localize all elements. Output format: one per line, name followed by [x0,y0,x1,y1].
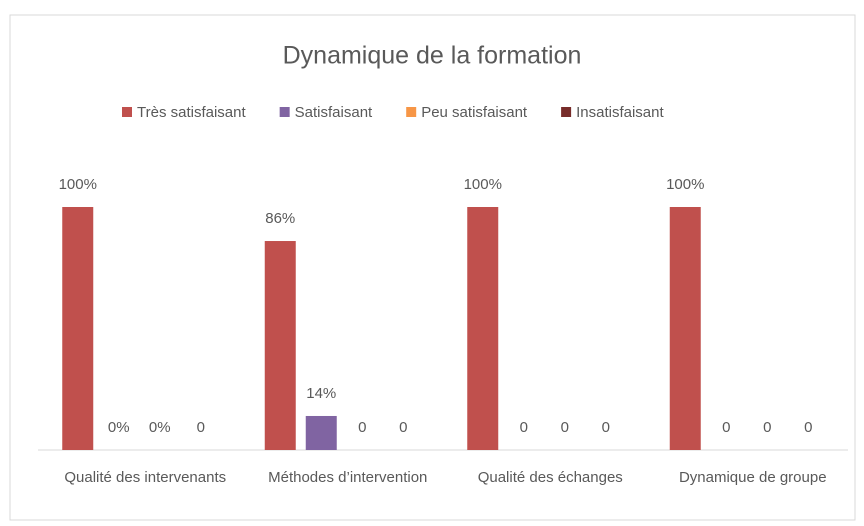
legend-label: Insatisfaisant [576,104,664,121]
data-label: 86% [265,210,295,227]
x-tick-label: Qualité des échanges [477,469,623,486]
x-tick-label: Qualité des intervenants [64,469,227,486]
data-label: 0 [763,419,771,436]
x-tick-label: Dynamique de groupe [678,469,827,486]
bar [467,207,499,450]
data-label: 0 [520,419,528,436]
data-label: 100% [666,176,704,193]
legend-swatch [279,107,290,117]
chart-title: Dynamique de la formation [283,42,582,70]
legend-swatch [406,107,417,117]
data-label: 0 [804,419,812,436]
x-tick-label: Méthodes d’intervention [268,469,428,486]
bar [62,207,94,450]
data-label: 0% [149,419,171,436]
data-label: 0 [722,419,730,436]
legend-swatch [122,107,132,117]
data-label: 0 [561,419,569,436]
data-label: 0 [197,419,205,436]
bar [669,207,701,450]
data-label: 14% [306,385,336,402]
legend-swatch [561,107,572,117]
legend-label: Satisfaisant [295,104,373,121]
data-label: 0 [399,419,407,436]
legend-label: Peu satisfaisant [421,104,528,121]
data-label: 0 [358,419,366,436]
data-label: 0% [108,419,130,436]
data-label: 0 [602,419,610,436]
chart-frame [9,14,856,521]
legend-label: Très satisfaisant [137,104,246,121]
data-label: 100% [464,176,502,193]
bar [264,241,296,450]
data-label: 100% [59,176,97,193]
bar [305,415,337,450]
